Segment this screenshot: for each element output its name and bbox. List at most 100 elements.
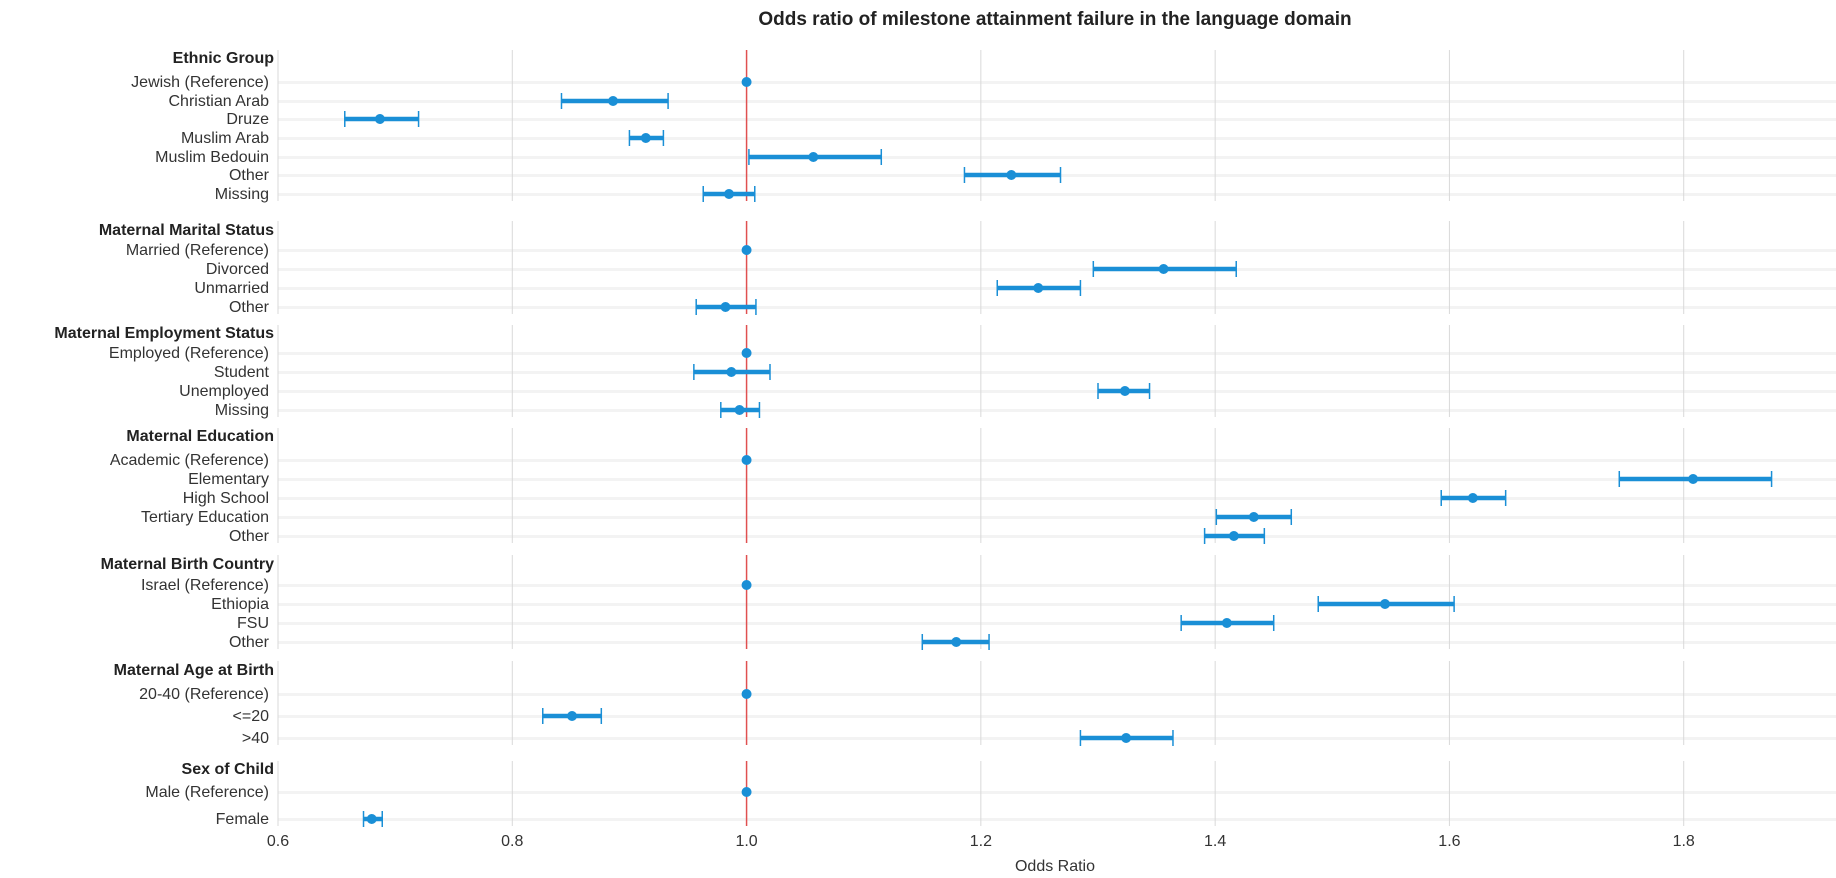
row-band — [278, 584, 1836, 587]
row-band — [278, 390, 1836, 393]
row-label: Elementary — [188, 471, 269, 488]
x-axis-label: Odds Ratio — [1015, 858, 1095, 875]
row-band — [278, 715, 1836, 718]
row-label: Unmarried — [194, 280, 269, 297]
estimate-point — [1467, 493, 1478, 503]
estimate-point — [366, 814, 377, 824]
row-band — [278, 641, 1836, 644]
row-label: Missing — [215, 186, 269, 203]
row-band — [278, 603, 1836, 606]
estimate-point — [741, 580, 752, 590]
row-label: Missing — [215, 402, 269, 419]
row-band — [278, 693, 1836, 696]
row-label: Unemployed — [179, 383, 269, 400]
row-band — [278, 100, 1836, 103]
estimate-point — [741, 245, 752, 255]
data-marks — [344, 77, 1773, 827]
row-band — [278, 268, 1836, 271]
x-tick-label: 1.0 — [735, 833, 757, 850]
row-bands — [278, 81, 1836, 821]
estimate-point — [640, 133, 651, 143]
row-band — [278, 459, 1836, 462]
estimate-point — [1228, 531, 1239, 541]
row-band — [278, 137, 1836, 140]
estimate-point — [734, 405, 745, 415]
estimate-point — [951, 637, 962, 647]
chart-title: Odds ratio of milestone attainment failu… — [758, 9, 1351, 30]
estimate-point — [724, 189, 734, 199]
row-label: <=20 — [233, 708, 270, 725]
row-band — [278, 156, 1836, 159]
row-label: Other — [229, 299, 270, 316]
row-band — [278, 409, 1836, 412]
estimate-point — [1119, 386, 1130, 396]
x-tick-label: 1.2 — [970, 833, 992, 850]
row-band — [278, 81, 1836, 84]
estimate-point — [1221, 618, 1232, 628]
estimate-point — [741, 77, 752, 87]
estimate-point — [1006, 170, 1017, 180]
estimate-point — [1248, 512, 1259, 522]
row-label: Employed (Reference) — [109, 345, 269, 362]
row-label: High School — [183, 490, 269, 507]
row-label: 20-40 (Reference) — [139, 686, 269, 703]
row-band — [278, 497, 1836, 500]
group-header: Ethnic Group — [173, 50, 275, 67]
estimate-point — [1033, 283, 1044, 293]
row-label: Muslim Arab — [181, 130, 269, 147]
row-label: Academic (Reference) — [110, 452, 269, 469]
group-header: Maternal Age at Birth — [114, 662, 274, 679]
row-label: Muslim Bedouin — [155, 149, 269, 166]
estimate-point — [726, 367, 737, 377]
row-label: Divorced — [206, 261, 269, 278]
x-tick-label: 0.8 — [501, 833, 523, 850]
group-header: Sex of Child — [182, 761, 274, 778]
row-band — [278, 622, 1836, 625]
group-header: Maternal Employment Status — [54, 325, 274, 342]
row-label: Male (Reference) — [145, 784, 269, 801]
x-tick-label: 1.6 — [1438, 833, 1460, 850]
estimate-point — [741, 348, 752, 358]
row-label: Other — [229, 167, 270, 184]
grid-lines — [277, 50, 1685, 826]
estimate-point — [374, 114, 385, 124]
row-band — [278, 249, 1836, 252]
x-tick-label: 1.8 — [1673, 833, 1695, 850]
row-band — [278, 371, 1836, 374]
x-tick-label: 1.4 — [1204, 833, 1226, 850]
row-band — [278, 791, 1836, 794]
row-label: Ethiopia — [211, 596, 269, 613]
estimate-point — [567, 711, 578, 721]
row-band — [278, 118, 1836, 121]
row-band — [278, 193, 1836, 196]
row-label: FSU — [237, 615, 269, 632]
estimate-point — [1121, 733, 1132, 743]
x-axis: 0.6 0.8 1.0 1.2 1.4 1.6 1.8 — [267, 833, 1695, 850]
estimate-point — [1380, 599, 1390, 609]
row-label: Married (Reference) — [126, 242, 269, 259]
estimate-point — [720, 302, 731, 312]
row-band — [278, 352, 1836, 355]
group-header: Maternal Marital Status — [99, 222, 274, 239]
row-label: Jewish (Reference) — [131, 74, 269, 91]
row-band — [278, 306, 1836, 309]
row-band — [278, 516, 1836, 519]
estimate-point — [741, 787, 752, 797]
estimate-point — [1158, 264, 1169, 274]
row-band — [278, 818, 1836, 821]
row-band — [278, 737, 1836, 740]
row-label: Christian Arab — [169, 93, 270, 110]
row-label: >40 — [242, 730, 269, 747]
row-label: Israel (Reference) — [141, 577, 269, 594]
row-band — [278, 535, 1836, 538]
estimate-point — [741, 689, 752, 699]
row-label: Druze — [226, 111, 269, 128]
row-label: Tertiary Education — [141, 509, 269, 526]
row-label: Student — [214, 364, 270, 381]
row-label: Other — [229, 634, 270, 651]
row-labels: Ethnic Group Jewish (Reference) Christian … — [54, 50, 274, 828]
group-header: Maternal Education — [126, 428, 274, 445]
estimate-point — [1688, 474, 1699, 484]
